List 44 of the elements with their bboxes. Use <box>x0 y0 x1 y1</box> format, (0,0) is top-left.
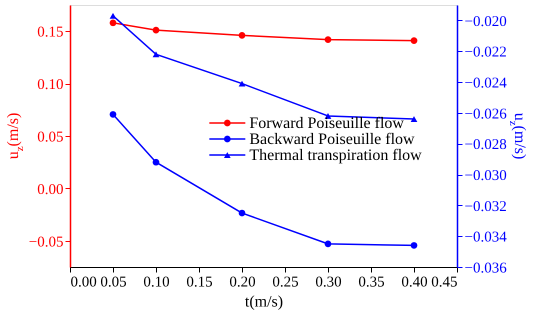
point <box>152 158 160 166</box>
y2-tick-label: −0.034 <box>464 230 508 246</box>
point <box>238 210 246 216</box>
point <box>238 32 246 39</box>
point <box>110 19 116 26</box>
point <box>324 36 332 43</box>
x-tick-label: 0.25 <box>272 274 299 290</box>
x-tick-label: 0.05 <box>100 274 127 290</box>
x-tick-label: 0.45 <box>431 274 458 290</box>
x-tick-label: 0.40 <box>401 274 428 290</box>
y-axis-title: uz(m/s) <box>5 112 26 160</box>
x-tick-label: 0.35 <box>358 274 385 290</box>
point <box>324 240 332 248</box>
y-tick-label: −0.05 <box>28 234 64 250</box>
y-tick-label: 0.15 <box>37 24 64 41</box>
y2-tick-label: −0.022 <box>464 44 507 61</box>
point <box>152 26 160 34</box>
y2-tick-label: −0.036 <box>464 260 508 276</box>
point <box>238 80 246 87</box>
y-tick-label: 0.05 <box>37 130 64 146</box>
y-tick-label: 0.10 <box>37 77 64 94</box>
legend-label: Thermal transpiration flow <box>249 147 422 164</box>
x-tick-label: 0.20 <box>229 274 256 290</box>
y2-tick-label: −0.026 <box>464 106 508 122</box>
point <box>410 37 418 44</box>
y2-tick-label: −0.024 <box>464 76 508 92</box>
legend-label: Forward Poiseuille flow <box>249 115 404 132</box>
y-tick-label: 0.00 <box>37 182 64 198</box>
point <box>110 111 116 118</box>
x-axis-title: t(m/s) <box>244 294 284 310</box>
x-tick-label: 0.00 <box>70 274 97 290</box>
y2-tick-label: −0.028 <box>464 137 507 154</box>
point <box>110 12 116 19</box>
x-tick-label: 0.10 <box>143 274 170 290</box>
legend-label: Backward Poiseuille flow <box>249 131 416 148</box>
point <box>410 116 418 122</box>
x-tick-label: 0.15 <box>186 274 213 290</box>
point <box>410 242 418 249</box>
y2-tick-label: −0.030 <box>464 168 507 184</box>
y2-axis-title: uz(m/s) <box>507 112 528 160</box>
x-tick-label: 0.30 <box>315 274 342 290</box>
y2-tick-label: −0.020 <box>464 14 507 30</box>
y2-tick-label: −0.032 <box>464 198 507 215</box>
point <box>152 51 160 58</box>
